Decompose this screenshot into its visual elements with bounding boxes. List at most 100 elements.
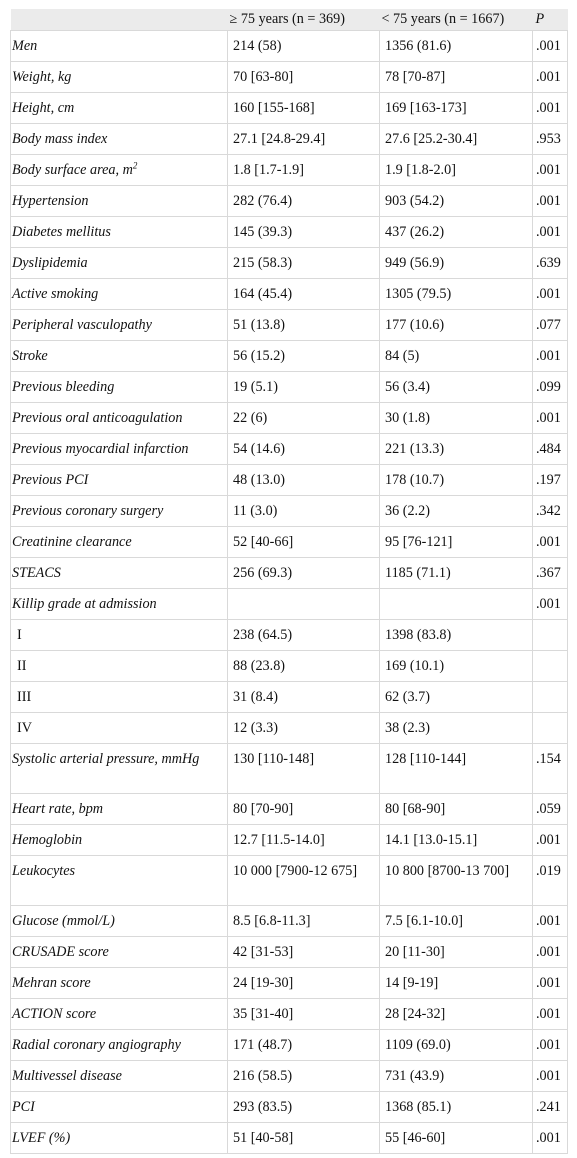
row-label-text: LVEF (%) xyxy=(12,1129,71,1146)
p-value: .953 xyxy=(532,122,568,155)
table-row: Men 214 (58) 1356 (81.6) .001 xyxy=(10,29,568,62)
value-age-under-75: 949 (56.9) xyxy=(379,246,533,279)
p-value: .001 xyxy=(532,587,568,620)
table-row: Hypertension 282 (76.4) 903 (54.2) .001 xyxy=(10,184,568,217)
value-age-75-plus: 214 (58) xyxy=(227,29,380,62)
row-label-text: Systolic arterial pressure, mmHg xyxy=(12,750,200,767)
value-age-75-plus: 22 (6) xyxy=(227,401,380,434)
row-label-text: II xyxy=(17,657,27,674)
value-age-75-plus: 238 (64.5) xyxy=(227,618,380,651)
row-label-text: Previous oral anticoagulation xyxy=(12,409,183,426)
p-value: .001 xyxy=(532,935,568,968)
value-age-under-75: 178 (10.7) xyxy=(379,463,533,496)
table-row: PCI 293 (83.5) 1368 (85.1) .241 xyxy=(10,1090,568,1123)
table-row: Previous PCI 48 (13.0) 178 (10.7) .197 xyxy=(10,463,568,496)
row-label: Previous myocardial infarction xyxy=(10,432,228,465)
value-age-under-75: 14.1 [13.0-15.1] xyxy=(379,823,533,856)
row-label-text: Mehran score xyxy=(12,974,91,991)
row-label-superscript: 2 xyxy=(132,159,138,170)
value-age-75-plus: 256 (69.3) xyxy=(227,556,380,589)
row-label-text: PCI xyxy=(12,1098,35,1115)
table-row: CRUSADE score 42 [31-53] 20 [11-30] .001 xyxy=(10,935,568,968)
table-row: Body surface area, m2 1.8 [1.7-1.9] 1.9 [1… xyxy=(10,153,568,186)
p-value: .001 xyxy=(532,91,568,124)
table-row: IV 12 (3.3) 38 (2.3) xyxy=(10,711,568,744)
value-age-75-plus xyxy=(227,587,380,620)
p-value: .001 xyxy=(532,215,568,248)
value-age-75-plus: 12.7 [11.5-14.0] xyxy=(227,823,380,856)
table-row: Mehran score 24 [19-30] 14 [9-19] .001 xyxy=(10,966,568,999)
table-row: ACTION score 35 [31-40] 28 [24-32] .001 xyxy=(10,997,568,1030)
value-age-under-75: 78 [70-87] xyxy=(379,60,533,93)
value-age-75-plus: 293 (83.5) xyxy=(227,1090,380,1123)
value-age-75-plus: 12 (3.3) xyxy=(227,711,380,744)
value-age-75-plus: 19 (5.1) xyxy=(227,370,380,403)
p-value: .001 xyxy=(532,1028,568,1061)
p-value: .241 xyxy=(532,1090,568,1123)
table-row: STEACS 256 (69.3) 1185 (71.1) .367 xyxy=(10,556,568,589)
row-label-text: Active smoking xyxy=(12,285,99,302)
value-age-under-75: 437 (26.2) xyxy=(379,215,533,248)
row-label-text: IV xyxy=(17,719,32,736)
table-row: Systolic arterial pressure, mmHg 130 [110… xyxy=(10,742,568,794)
table-row: Previous coronary surgery 11 (3.0) 36 (2.2… xyxy=(10,494,568,527)
value-age-under-75: 221 (13.3) xyxy=(379,432,533,465)
value-age-under-75: 20 [11-30] xyxy=(379,935,533,968)
table-row: LVEF (%) 51 [40-58] 55 [46-60] .001 xyxy=(10,1121,568,1154)
value-age-75-plus: 145 (39.3) xyxy=(227,215,380,248)
row-label-text: Killip grade at admission xyxy=(12,595,157,612)
row-label: Men xyxy=(10,29,228,62)
row-label: Height, cm xyxy=(10,91,228,124)
baseline-characteristics-table: ≥ 75 years (n = 369) < 75 years (n = 166… xyxy=(10,9,568,1154)
value-age-under-75: 84 (5) xyxy=(379,339,533,372)
table-row: II 88 (23.8) 169 (10.1) xyxy=(10,649,568,682)
p-value: .001 xyxy=(532,904,568,937)
table-row: Previous oral anticoagulation 22 (6) 30 (1… xyxy=(10,401,568,434)
p-value: .367 xyxy=(532,556,568,589)
table-row: Weight, kg 70 [63-80] 78 [70-87] .001 xyxy=(10,60,568,93)
table-row: Hemoglobin 12.7 [11.5-14.0] 14.1 [13.0-15.… xyxy=(10,823,568,856)
table-row: Body mass index 27.1 [24.8-29.4] 27.6 [25.… xyxy=(10,122,568,155)
header-variable xyxy=(11,9,228,30)
p-value: .197 xyxy=(532,463,568,496)
value-age-75-plus: 31 (8.4) xyxy=(227,680,380,713)
row-label: Body surface area, m2 xyxy=(10,153,228,186)
table-row: Multivessel disease 216 (58.5) 731 (43.9).… xyxy=(10,1059,568,1092)
value-age-75-plus: 24 [19-30] xyxy=(227,966,380,999)
row-label-text: Hemoglobin xyxy=(12,831,83,848)
p-value: .342 xyxy=(532,494,568,527)
value-age-under-75: 903 (54.2) xyxy=(379,184,533,217)
row-label-text: Body surface area, m xyxy=(12,161,133,178)
p-value: .001 xyxy=(532,997,568,1030)
row-label: Killip grade at admission xyxy=(10,587,228,620)
p-value: .001 xyxy=(532,339,568,372)
table-row: I 238 (64.5) 1398 (83.8) xyxy=(10,618,568,651)
table-row: Killip grade at admission .001 xyxy=(10,587,568,620)
row-label: Previous oral anticoagulation xyxy=(10,401,228,434)
p-value: .639 xyxy=(532,246,568,279)
value-age-75-plus: 160 [155-168] xyxy=(227,91,380,124)
row-label-text: Height, cm xyxy=(12,99,75,116)
row-label: Creatinine clearance xyxy=(10,525,228,558)
row-label-text: Creatinine clearance xyxy=(12,533,132,550)
row-label-text: Peripheral vasculopathy xyxy=(12,316,152,333)
table-row: Leukocytes 10 000 [7900-12 675] 10 800 [87… xyxy=(10,854,568,906)
row-label: Mehran score xyxy=(10,966,228,999)
value-age-under-75: 95 [76-121] xyxy=(379,525,533,558)
p-value: .001 xyxy=(532,153,568,186)
p-value: .099 xyxy=(532,370,568,403)
p-value xyxy=(532,680,568,713)
p-value xyxy=(532,711,568,744)
table-row: Creatinine clearance 52 [40-66] 95 [76-121… xyxy=(10,525,568,558)
value-age-75-plus: 56 (15.2) xyxy=(227,339,380,372)
value-age-75-plus: 70 [63-80] xyxy=(227,60,380,93)
value-age-under-75 xyxy=(379,587,533,620)
table-row: Height, cm 160 [155-168] 169 [163-173] .001 xyxy=(10,91,568,124)
p-value: .484 xyxy=(532,432,568,465)
value-age-under-75: 38 (2.3) xyxy=(379,711,533,744)
row-label: I xyxy=(10,618,228,651)
value-age-under-75: 28 [24-32] xyxy=(379,997,533,1030)
p-value: .001 xyxy=(532,1059,568,1092)
row-label-text: STEACS xyxy=(12,564,61,581)
row-label: Dyslipidemia xyxy=(10,246,228,279)
